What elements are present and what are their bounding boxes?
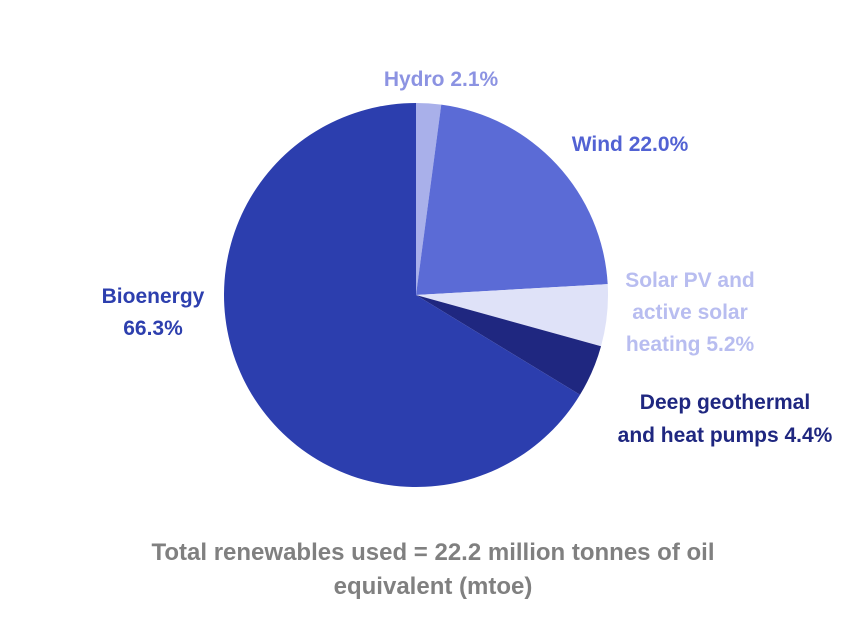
slice-label-bioenergy-line: Bioenergy — [102, 285, 205, 308]
slice-label-solar-line: heating 5.2% — [626, 333, 755, 356]
slice-label-geothermal-line: and heat pumps 4.4% — [618, 424, 833, 447]
slice-label-geothermal-line: Deep geothermal — [640, 391, 810, 414]
slice-label-wind-line: Wind 22.0% — [572, 133, 689, 156]
slice-label-wind: Wind 22.0% — [572, 133, 689, 156]
slice-label-bioenergy: Bioenergy 66.3% — [102, 285, 205, 340]
caption-line-2: equivalent (mtoe) — [333, 573, 533, 600]
slice-label-solar: Solar PV and active solar heating 5.2% — [625, 269, 755, 356]
slice-label-hydro-line: Hydro 2.1% — [384, 68, 499, 91]
slice-label-geothermal: Deep geothermal and heat pumps 4.4% — [618, 391, 833, 447]
caption-line-1: Total renewables used = 22.2 million ton… — [151, 539, 715, 566]
slice-label-solar-line: Solar PV and — [625, 269, 755, 292]
pie-slice-solar — [416, 284, 608, 347]
slice-label-solar-line: active solar — [632, 301, 748, 324]
caption: Total renewables used = 22.2 million ton… — [40, 536, 826, 604]
pie-slice-geothermal — [416, 295, 602, 395]
pie-slice-wind — [416, 104, 608, 295]
pie-slice-hydro — [416, 103, 442, 295]
slice-label-hydro: Hydro 2.1% — [384, 68, 499, 91]
pie-slice-bioenergy — [224, 103, 581, 488]
slice-label-bioenergy-line: 66.3% — [123, 317, 183, 340]
